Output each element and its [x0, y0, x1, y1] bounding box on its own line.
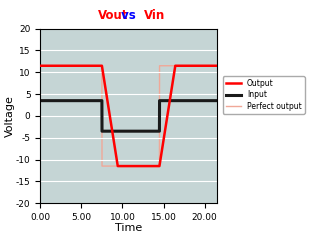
Text: vs: vs [117, 9, 140, 22]
Text: Vout: Vout [98, 9, 129, 22]
Legend: Output, Input, Perfect output: Output, Input, Perfect output [223, 76, 305, 114]
Y-axis label: Voltage: Voltage [4, 95, 15, 137]
Text: Vin: Vin [144, 9, 165, 22]
X-axis label: Time: Time [115, 223, 142, 233]
